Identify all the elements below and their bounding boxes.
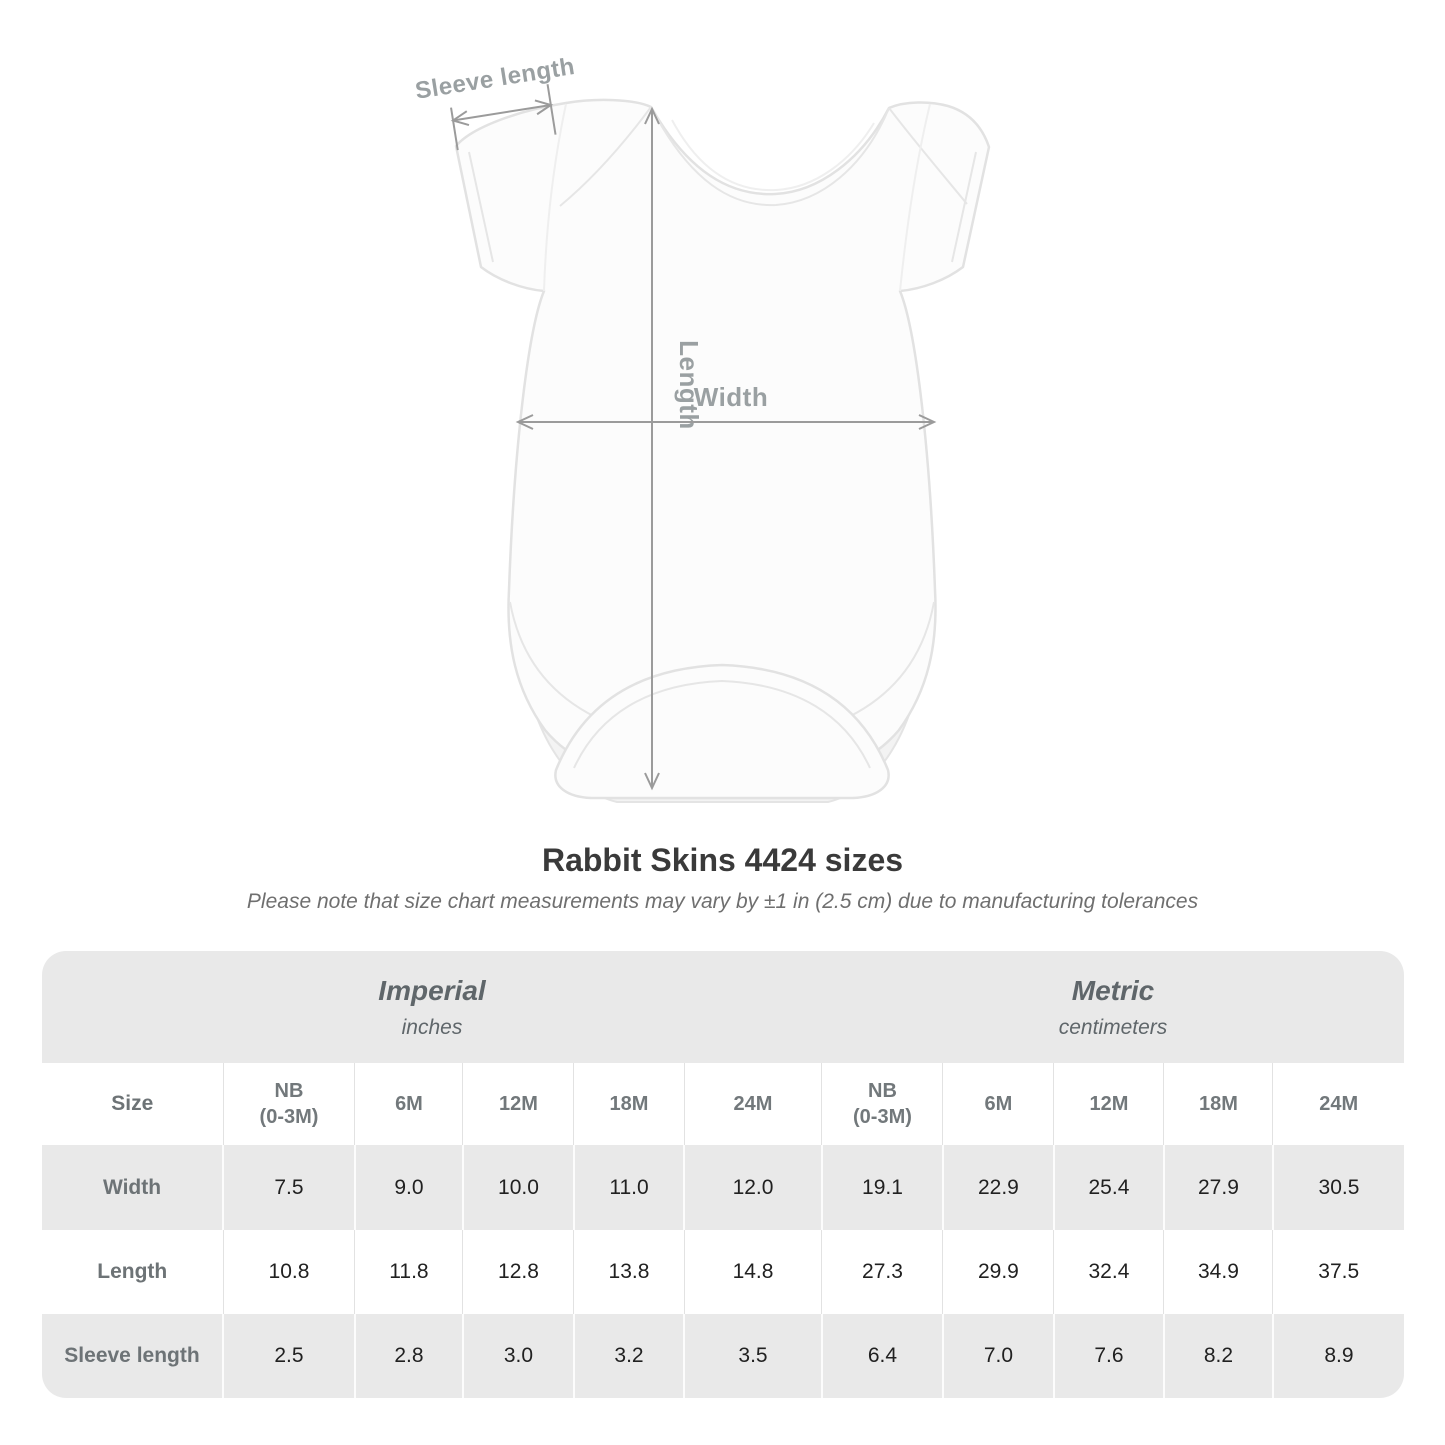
col-header-metric-18m: 18M bbox=[1163, 1063, 1273, 1146]
cell-length-imp-12m: 12.8 bbox=[462, 1229, 574, 1314]
cell-sleeve-imp-6m: 2.8 bbox=[353, 1313, 463, 1398]
imperial-unit: inches bbox=[401, 1015, 463, 1039]
snap-flap-hem bbox=[573, 679, 871, 769]
left-lap-shoulder-seam bbox=[559, 106, 652, 207]
size-header-row: Size NB (0-3M) 6M 12M 18M 24M NB (0-3M) … bbox=[42, 1063, 1404, 1146]
cell-sleeve-imp-nb: 2.5 bbox=[222, 1313, 355, 1398]
cell-length-met-nb: 27.3 bbox=[821, 1229, 943, 1314]
row-label-width: Width bbox=[42, 1145, 223, 1230]
col-header-imperial-24m: 24M bbox=[683, 1063, 822, 1146]
cell-length-imp-18m: 13.8 bbox=[573, 1229, 685, 1314]
length-arrow bbox=[644, 106, 660, 791]
cell-width-imp-nb: 7.5 bbox=[222, 1145, 355, 1230]
cell-width-met-6m: 22.9 bbox=[941, 1145, 1054, 1230]
size-table-container: Imperial inches Metric centimeters Size … bbox=[42, 951, 1404, 1398]
size-chart-note: Please note that size chart measurements… bbox=[246, 890, 1199, 913]
table-row-width: Width 7.5 9.0 10.0 11.0 12.0 19.1 22.9 2… bbox=[42, 1145, 1404, 1230]
cell-length-met-6m: 29.9 bbox=[942, 1229, 1054, 1314]
cell-width-imp-24m: 12.0 bbox=[683, 1145, 822, 1230]
cell-sleeve-met-18m: 8.2 bbox=[1162, 1313, 1273, 1398]
col-header-metric-nb: NB (0-3M) bbox=[821, 1063, 943, 1146]
imperial-group-header: Imperial inches bbox=[42, 951, 822, 1064]
cell-length-met-12m: 32.4 bbox=[1053, 1229, 1164, 1314]
onesie-body bbox=[454, 98, 991, 767]
cell-width-met-12m: 25.4 bbox=[1052, 1145, 1164, 1230]
metric-unit: centimeters bbox=[1058, 1015, 1168, 1039]
cell-width-met-nb: 19.1 bbox=[820, 1145, 943, 1230]
right-lap-shoulder-seam bbox=[888, 107, 968, 205]
table-row-length: Length 10.8 11.8 12.8 13.8 14.8 27.3 29.… bbox=[42, 1229, 1404, 1314]
cell-length-imp-nb: 10.8 bbox=[222, 1229, 355, 1314]
cell-sleeve-met-12m: 7.6 bbox=[1052, 1313, 1164, 1398]
width-arrow bbox=[515, 414, 937, 430]
cell-length-imp-6m: 11.8 bbox=[354, 1229, 463, 1314]
cell-sleeve-met-nb: 6.4 bbox=[820, 1313, 943, 1398]
cell-width-imp-18m: 11.0 bbox=[572, 1145, 685, 1230]
size-chart-title: Rabbit Skins 4424 sizes bbox=[541, 842, 904, 878]
unit-group-row: Imperial inches Metric centimeters bbox=[42, 951, 1404, 1064]
cell-length-met-18m: 34.9 bbox=[1163, 1229, 1273, 1314]
inner-collar-line bbox=[671, 119, 875, 192]
corner-header-size: Size bbox=[42, 1063, 223, 1146]
cell-sleeve-met-6m: 7.0 bbox=[941, 1313, 1054, 1398]
col-header-metric-24m: 24M bbox=[1272, 1063, 1404, 1146]
metric-group-header: Metric centimeters bbox=[821, 951, 1404, 1064]
cell-width-imp-12m: 10.0 bbox=[461, 1145, 574, 1230]
metric-label: Metric bbox=[1071, 974, 1155, 1006]
cell-sleeve-imp-24m: 3.5 bbox=[683, 1313, 822, 1398]
cell-width-imp-6m: 9.0 bbox=[353, 1145, 463, 1230]
col-header-imperial-nb: NB (0-3M) bbox=[222, 1063, 355, 1146]
heading-block: Rabbit Skins 4424 sizes Please note that… bbox=[0, 842, 1445, 914]
cell-width-met-18m: 27.9 bbox=[1162, 1145, 1273, 1230]
row-label-sleeve-length: Sleeve length bbox=[42, 1313, 223, 1398]
col-header-metric-12m: 12M bbox=[1053, 1063, 1164, 1146]
col-header-metric-6m: 6M bbox=[942, 1063, 1054, 1146]
right-sleeve-seam bbox=[899, 103, 931, 292]
cell-width-met-24m: 30.5 bbox=[1271, 1145, 1404, 1230]
col-header-imperial-6m: 6M bbox=[354, 1063, 463, 1146]
table-row-sleeve-length: Sleeve length 2.5 2.8 3.0 3.2 3.5 6.4 7.… bbox=[42, 1313, 1404, 1398]
col-header-imperial-18m: 18M bbox=[573, 1063, 685, 1146]
cell-length-met-24m: 37.5 bbox=[1272, 1229, 1404, 1314]
length-label: Length bbox=[674, 340, 704, 430]
cell-length-imp-24m: 14.8 bbox=[683, 1229, 822, 1314]
neckline-binding bbox=[650, 106, 890, 207]
onesie-size-diagram: Length Width Sleeve length bbox=[413, 53, 991, 803]
cell-sleeve-imp-12m: 3.0 bbox=[461, 1313, 574, 1398]
onesie-snap-flap bbox=[554, 663, 890, 800]
left-sleeve-hem bbox=[468, 151, 494, 263]
cell-sleeve-imp-18m: 3.2 bbox=[572, 1313, 685, 1398]
cell-sleeve-met-24m: 8.9 bbox=[1271, 1313, 1404, 1398]
size-table: Imperial inches Metric centimeters Size … bbox=[42, 951, 1404, 1398]
imperial-label: Imperial bbox=[378, 974, 486, 1006]
width-label: Width bbox=[694, 382, 768, 412]
right-sleeve-hem bbox=[951, 151, 977, 263]
col-header-imperial-12m: 12M bbox=[462, 1063, 574, 1146]
sleeve-length-label: Sleeve length bbox=[413, 53, 576, 105]
left-sleeve-seam bbox=[543, 103, 567, 292]
row-label-length: Length bbox=[42, 1229, 223, 1314]
